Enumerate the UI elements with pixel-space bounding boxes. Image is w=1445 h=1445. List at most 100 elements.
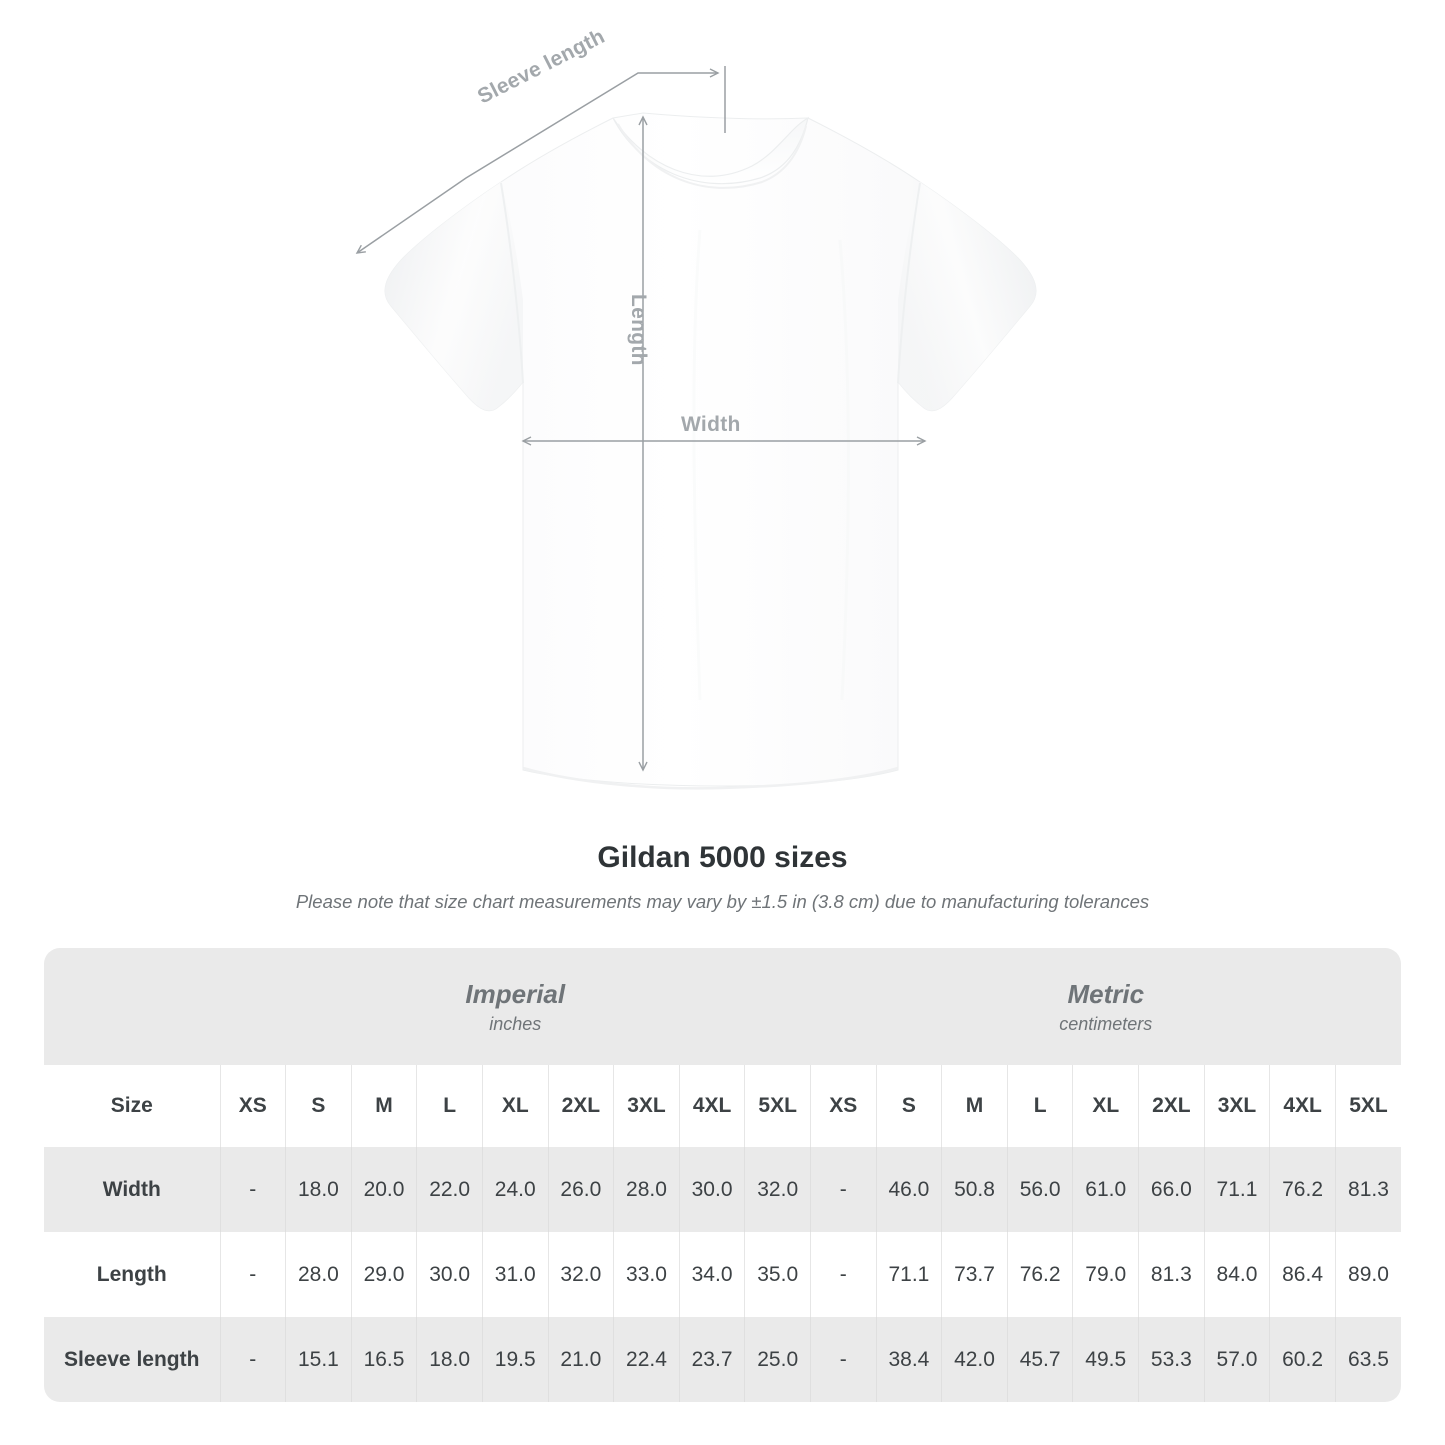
measurement-cell: 38.4 — [875, 1317, 942, 1402]
measurement-cell: 56.0 — [1006, 1147, 1073, 1232]
size-header-cell: 3XL — [613, 1065, 680, 1147]
tshirt-diagram: Sleeve length Length Width — [355, 25, 1037, 790]
size-header-cell: S — [285, 1065, 352, 1147]
measurement-cell: 16.5 — [350, 1317, 417, 1402]
measurement-cell: 19.5 — [481, 1317, 549, 1402]
measurement-cell: 32.0 — [744, 1147, 811, 1232]
chart-subtitle: Please note that size chart measurements… — [295, 891, 1150, 912]
measurement-cell: 49.5 — [1072, 1317, 1139, 1402]
measurement-cell: 26.0 — [547, 1147, 614, 1232]
sleeve-length-arrow — [355, 68, 720, 254]
measurement-cell: 61.0 — [1072, 1147, 1139, 1232]
measurement-cell: 31.0 — [481, 1232, 549, 1317]
size-header-cell: 3XL — [1203, 1065, 1270, 1147]
size-header-cell: 5XL — [1334, 1065, 1402, 1147]
table-row: Length -28.0 29.0 30.0 31.0 32.0 33.0 34.0 35.0-… — [44, 1232, 1402, 1317]
size-header-row: Size XS S M L XL 2XL 3XL 4XL 5XL XS S M L XL 2XL 3XL 4XL 5… — [44, 1065, 1402, 1147]
length-label: Length — [627, 294, 650, 366]
size-header-cell: M — [350, 1065, 417, 1147]
measurement-cell: 32.0 — [547, 1232, 614, 1317]
row-label-width: Width — [44, 1147, 220, 1232]
measurement-cell: 30.0 — [678, 1147, 745, 1232]
size-header-cell: L — [1006, 1065, 1073, 1147]
measurement-cell: 15.1 — [285, 1317, 352, 1402]
size-header-label: Size — [44, 1065, 220, 1147]
measurement-cell: - — [219, 1147, 286, 1232]
measurement-cell: - — [810, 1317, 877, 1402]
measurement-cell: 22.4 — [613, 1317, 680, 1402]
measurement-cell: 21.0 — [547, 1317, 614, 1402]
tshirt-illustration — [355, 66, 1037, 790]
measurement-cell: 42.0 — [941, 1317, 1008, 1402]
measurement-cell: - — [810, 1232, 877, 1317]
chart-title: Gildan 5000 sizes — [597, 841, 848, 874]
measurement-cell: 24.0 — [481, 1147, 549, 1232]
title-block: Gildan 5000 sizes Please note that size … — [0, 838, 1445, 914]
size-header-cell: 5XL — [744, 1065, 811, 1147]
measurement-cell: 35.0 — [744, 1232, 811, 1317]
size-header-cell: S — [875, 1065, 942, 1147]
measurement-lines — [355, 66, 927, 772]
measurement-cell: 66.0 — [1138, 1147, 1205, 1232]
measurement-cell: 71.1 — [1203, 1147, 1270, 1232]
size-chart-table-wrap: Imperial inches Metric centimeters Size XS S M L… — [44, 948, 1402, 1402]
measurement-cell: 50.8 — [941, 1147, 1008, 1232]
measurement-cell: 30.0 — [416, 1232, 483, 1317]
size-chart-table: Imperial inches Metric centimeters Size XS S M L… — [44, 948, 1402, 1402]
unit-spacer-cell — [44, 948, 220, 1065]
table-row: Width -18.0 20.0 22.0 24.0 26.0 28.0 30.0 32.0-4… — [44, 1147, 1402, 1232]
measurement-cell: 57.0 — [1203, 1317, 1270, 1402]
size-header-cell: 2XL — [1138, 1065, 1205, 1147]
measurement-cell: 71.1 — [875, 1232, 942, 1317]
measurement-cell: 18.0 — [416, 1317, 483, 1402]
measurement-cell: 86.4 — [1269, 1232, 1336, 1317]
measurement-cell: 18.0 — [285, 1147, 352, 1232]
size-header-cell: L — [416, 1065, 483, 1147]
measurement-cell: - — [219, 1317, 286, 1402]
measurement-cell: 25.0 — [744, 1317, 811, 1402]
measurement-cell: - — [219, 1232, 286, 1317]
measurement-cell: 89.0 — [1334, 1232, 1402, 1317]
measurement-cell: 76.2 — [1006, 1232, 1073, 1317]
table-row: Sleeve length -15.1 16.5 18.0 19.5 21.0 22.4 23… — [44, 1317, 1402, 1402]
measurement-cell: 81.3 — [1334, 1147, 1402, 1232]
measurement-cell: 76.2 — [1269, 1147, 1336, 1232]
measurement-cell: 84.0 — [1203, 1232, 1270, 1317]
measurement-cell: 79.0 — [1072, 1232, 1139, 1317]
unit-group-name: Imperial — [465, 978, 566, 1009]
measurement-cell: 28.0 — [285, 1232, 352, 1317]
size-header-cell: M — [941, 1065, 1008, 1147]
measurement-cell: 46.0 — [875, 1147, 942, 1232]
measurement-cell: 23.7 — [678, 1317, 745, 1402]
unit-header-row: Imperial inches Metric centimeters — [44, 948, 1402, 1065]
size-header-cell: 2XL — [547, 1065, 614, 1147]
measurement-cell: 33.0 — [613, 1232, 680, 1317]
size-header-cell: XS — [810, 1065, 877, 1147]
measurement-cell: - — [810, 1147, 877, 1232]
measurement-cell: 29.0 — [350, 1232, 417, 1317]
width-label: Width — [681, 413, 741, 436]
measurement-cell: 63.5 — [1334, 1317, 1402, 1402]
unit-group-name: Metric — [1067, 978, 1145, 1009]
measurement-cell: 53.3 — [1138, 1317, 1205, 1402]
measurement-cell: 73.7 — [941, 1232, 1008, 1317]
unit-group-sub: inches — [489, 1013, 542, 1034]
measurement-cell: 60.2 — [1269, 1317, 1336, 1402]
measurement-cell: 34.0 — [678, 1232, 745, 1317]
measurement-cell: 81.3 — [1138, 1232, 1205, 1317]
size-header-cell: XL — [1072, 1065, 1139, 1147]
size-header-cell: 4XL — [1269, 1065, 1336, 1147]
measurement-cell: 45.7 — [1006, 1317, 1073, 1402]
row-label-length: Length — [44, 1232, 220, 1317]
size-header-cell: 4XL — [678, 1065, 745, 1147]
measurement-cell: 28.0 — [613, 1147, 680, 1232]
row-label-sleeve-length: Sleeve length — [44, 1317, 220, 1402]
unit-group-sub: centimeters — [1059, 1013, 1153, 1034]
measurement-cell: 20.0 — [350, 1147, 417, 1232]
size-header-cell: XL — [481, 1065, 549, 1147]
unit-group-imperial: Imperial inches — [220, 948, 811, 1065]
tshirt-shape — [384, 112, 1037, 790]
measurement-cell: 22.0 — [416, 1147, 483, 1232]
unit-group-metric: Metric centimeters — [810, 948, 1402, 1065]
size-header-cell: XS — [219, 1065, 286, 1147]
